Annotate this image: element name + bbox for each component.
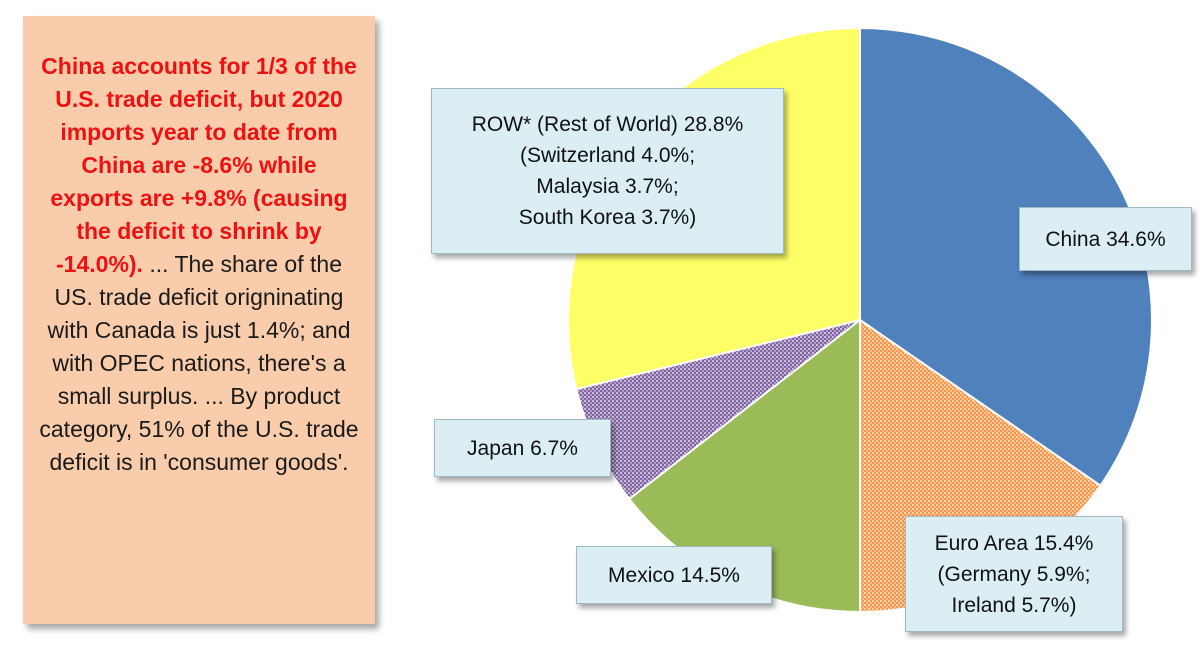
label-euro-line: Euro Area 15.4% (934, 531, 1094, 555)
label-japan: Japan 6.7% (434, 419, 611, 477)
label-euro: Euro Area 15.4% (Germany 5.9%; Ireland 5.7… (905, 516, 1123, 632)
label-row: ROW* (Rest of World) 28.8% (Switzerland 4… (431, 88, 784, 254)
label-mexico-line: Mexico 14.5% (608, 563, 740, 587)
label-china-line: China 34.6% (1045, 227, 1166, 251)
label-row-line: South Korea 3.7%) (518, 206, 697, 229)
label-row-line: ROW* (Rest of World) 28.8% (471, 113, 744, 136)
label-row-line: (Switzerland 4.0%; (519, 144, 696, 167)
label-mexico: Mexico 14.5% (576, 546, 772, 604)
label-row-line: Malaysia 3.7%; (536, 175, 679, 198)
note-highlight: China accounts for 1/3 of the U.S. trade… (41, 53, 357, 277)
label-euro-line: Ireland 5.7%) (951, 593, 1077, 617)
label-china: China 34.6% (1019, 207, 1192, 271)
label-euro-line: (Germany 5.9%; (937, 562, 1091, 586)
commentary-note: China accounts for 1/3 of the U.S. trade… (23, 16, 375, 624)
note-body: ... The share of the US. trade deficit o… (39, 251, 359, 475)
pie-slice-china (859, 26, 1153, 488)
label-japan-line: Japan 6.7% (467, 436, 578, 460)
